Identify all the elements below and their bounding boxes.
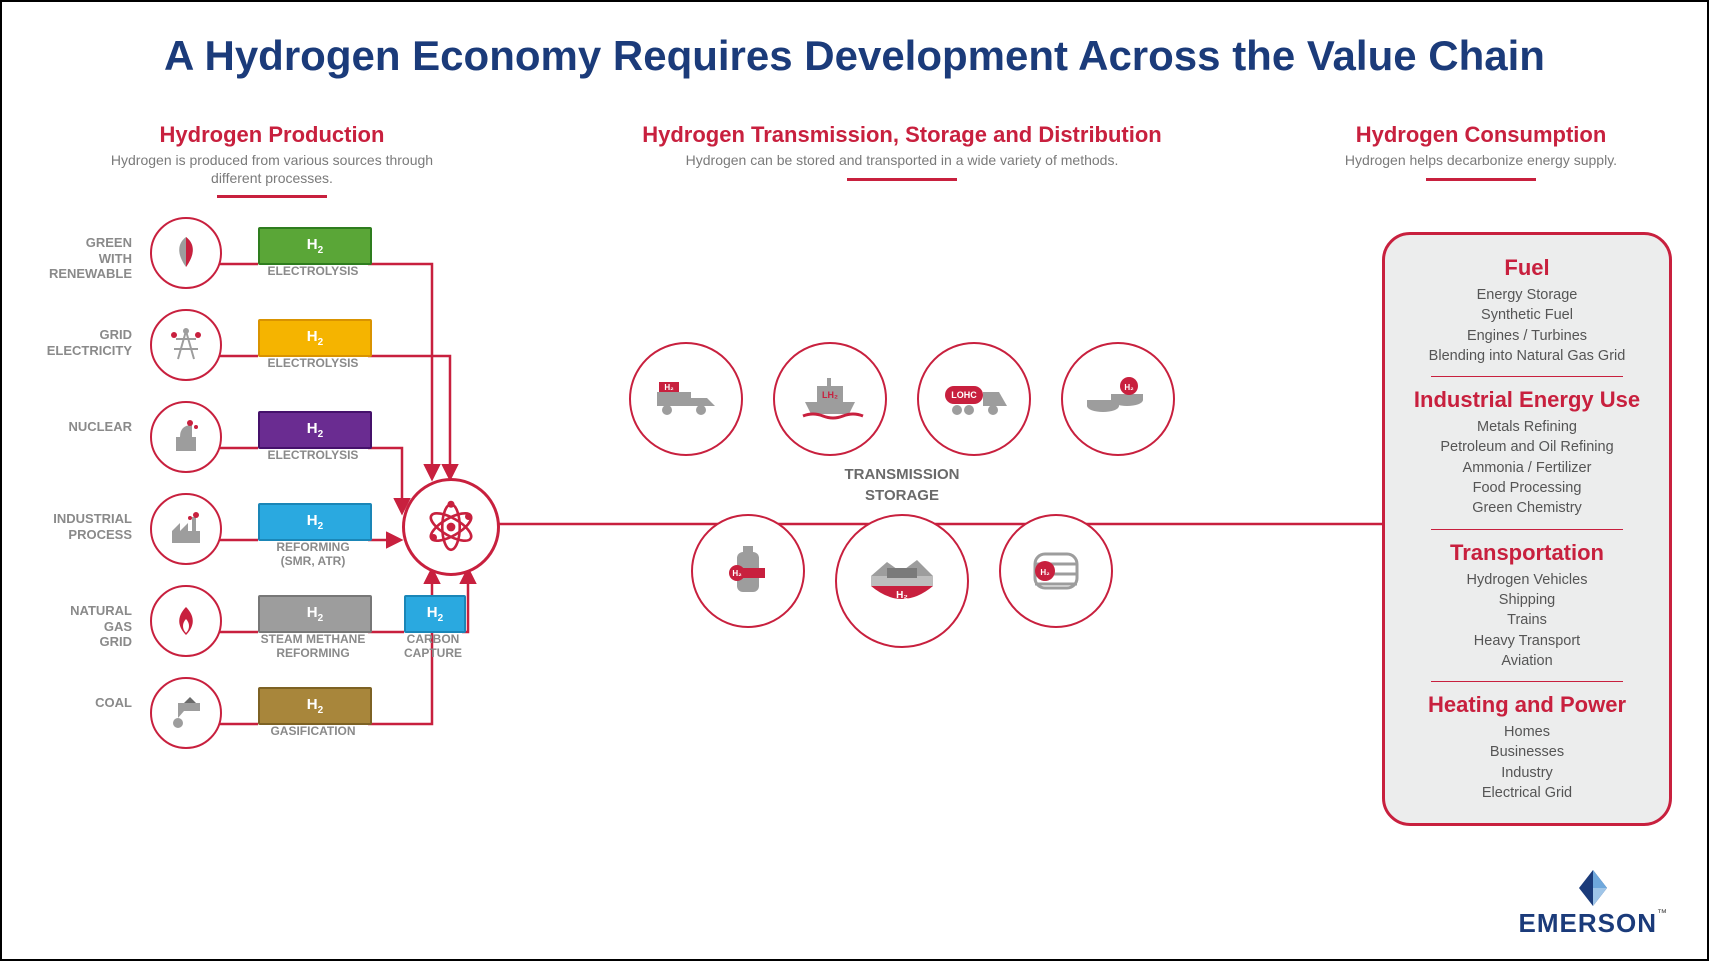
underline (1426, 178, 1536, 181)
consumption-item: Electrical Grid (1401, 783, 1653, 803)
consumption-heading: Hydrogen Consumption (1316, 122, 1646, 148)
consumption-item: Green Chemistry (1401, 498, 1653, 518)
truck-gas-icon: H₂ (629, 342, 743, 456)
storage-label: STORAGE (622, 487, 1182, 504)
consumption-item: Aviation (1401, 651, 1653, 671)
brand-tm: ™ (1657, 908, 1667, 919)
consumption-item: Shipping (1401, 590, 1653, 610)
transmission-row: H₂ LH₂ LOHC H₂ (622, 342, 1182, 456)
section-header-transmission: Hydrogen Transmission, Storage and Distr… (622, 122, 1182, 181)
page-title: A Hydrogen Economy Requires Development … (2, 32, 1707, 80)
divider (1431, 681, 1623, 682)
pipeline-icon: H₂ (1061, 342, 1175, 456)
coal-icon (150, 677, 222, 749)
transmission-label: TRANSMISSION (622, 466, 1182, 483)
prod-row-natgas: NATURALGASGRIDH2STEAM METHANE REFORMINGH… (22, 585, 482, 677)
consumption-item: Heavy Transport (1401, 631, 1653, 651)
solid-icon: H₂ (999, 514, 1113, 628)
emerson-mark-icon (1573, 868, 1613, 908)
industrial-icon (150, 493, 222, 565)
process-caption: STEAM METHANE REFORMING (258, 633, 368, 661)
process-box: H2 (258, 595, 372, 633)
process-box: H2 (258, 319, 372, 357)
prod-row-nuclear: NUCLEAR H2ELECTROLYSIS (22, 401, 482, 493)
consumption-item: Ammonia / Fertilizer (1401, 458, 1653, 478)
consumption-item: Food Processing (1401, 478, 1653, 498)
svg-text:H₂: H₂ (664, 383, 674, 392)
consumption-item: Engines / Turbines (1401, 326, 1653, 346)
section-header-consumption: Hydrogen Consumption Hydrogen helps deca… (1316, 122, 1646, 181)
green-icon (150, 217, 222, 289)
process-box: H2 (258, 503, 372, 541)
prod-row-green: GREENWITHRENEWABLE H2ELECTROLYSIS (22, 217, 482, 309)
process-box: H2 (258, 687, 372, 725)
production-column: GREENWITHRENEWABLEH2ELECTROLYSISGRIDELEC… (22, 217, 482, 769)
transmission-subhead: Hydrogen can be stored and transported i… (622, 152, 1182, 170)
svg-text:LH₂: LH₂ (822, 390, 838, 400)
source-label: COAL (22, 695, 132, 711)
process-caption-extra: CARBON CAPTURE (392, 633, 474, 661)
prod-row-grid: GRIDELECTRICITY H2ELECTROLYSIS (22, 309, 482, 401)
consumption-group-title: Industrial Energy Use (1401, 387, 1653, 413)
process-caption: ELECTROLYSIS (258, 449, 368, 463)
production-subhead: Hydrogen is produced from various source… (92, 152, 452, 187)
brand-logo: EMERSON™ (1519, 868, 1667, 939)
consumption-item: Petroleum and Oil Refining (1401, 437, 1653, 457)
consumption-item: Blending into Natural Gas Grid (1401, 346, 1653, 366)
transmission-heading: Hydrogen Transmission, Storage and Distr… (622, 122, 1182, 148)
process-box: H2 (258, 227, 372, 265)
consumption-group-title: Transportation (1401, 540, 1653, 566)
source-label: GREENWITHRENEWABLE (22, 235, 132, 282)
consumption-subhead: Hydrogen helps decarbonize energy supply… (1316, 152, 1646, 170)
consumption-group-title: Heating and Power (1401, 692, 1653, 718)
consumption-item: Energy Storage (1401, 285, 1653, 305)
grid-icon (150, 309, 222, 381)
prod-row-coal: COAL H2GASIFICATION (22, 677, 482, 769)
cylinder-icon: H₂ (691, 514, 805, 628)
process-caption: ELECTROLYSIS (258, 357, 368, 371)
process-caption: GASIFICATION (258, 725, 368, 739)
process-box: H2 (258, 411, 372, 449)
underline (847, 178, 957, 181)
production-heading: Hydrogen Production (92, 122, 452, 148)
process-caption: ELECTROLYSIS (258, 265, 368, 279)
consumption-item: Businesses (1401, 742, 1653, 762)
consumption-item: Trains (1401, 610, 1653, 630)
nuclear-icon (150, 401, 222, 473)
process-caption: REFORMING (SMR, ATR) (258, 541, 368, 569)
mid-section: H₂ LH₂ LOHC H₂ TRANSMISSION STORAGE H₂ H₂ H₂ (622, 342, 1182, 648)
underground-icon: H₂ (835, 514, 969, 648)
consumption-item: Metals Refining (1401, 417, 1653, 437)
underline (217, 195, 327, 198)
ship-icon: LH₂ (773, 342, 887, 456)
source-label: NATURALGASGRID (22, 603, 132, 650)
consumption-item: Industry (1401, 763, 1653, 783)
hub-atom-icon (402, 478, 500, 576)
natgas-icon (150, 585, 222, 657)
source-label: INDUSTRIALPROCESS (22, 511, 132, 542)
svg-text:H₂: H₂ (1124, 383, 1134, 392)
divider (1431, 529, 1623, 530)
source-label: GRIDELECTRICITY (22, 327, 132, 358)
divider (1431, 376, 1623, 377)
consumption-item: Homes (1401, 722, 1653, 742)
storage-row: H₂ H₂ H₂ (622, 514, 1182, 648)
process-box-extra: H2 (404, 595, 466, 633)
brand-name: EMERSON (1519, 908, 1657, 938)
consumption-group-title: Fuel (1401, 255, 1653, 281)
truck-lohc-icon: LOHC (917, 342, 1031, 456)
infographic-page: A Hydrogen Economy Requires Development … (0, 0, 1709, 961)
consumption-item: Synthetic Fuel (1401, 305, 1653, 325)
source-label: NUCLEAR (22, 419, 132, 435)
section-header-production: Hydrogen Production Hydrogen is produced… (92, 122, 452, 198)
consumption-panel: Fuel Energy StorageSynthetic FuelEngines … (1382, 232, 1672, 826)
consumption-item: Hydrogen Vehicles (1401, 570, 1653, 590)
svg-text:H₂: H₂ (896, 590, 908, 601)
svg-text:LOHC: LOHC (951, 390, 977, 400)
svg-text:H₂: H₂ (1040, 568, 1050, 577)
svg-text:H₂: H₂ (732, 569, 742, 578)
